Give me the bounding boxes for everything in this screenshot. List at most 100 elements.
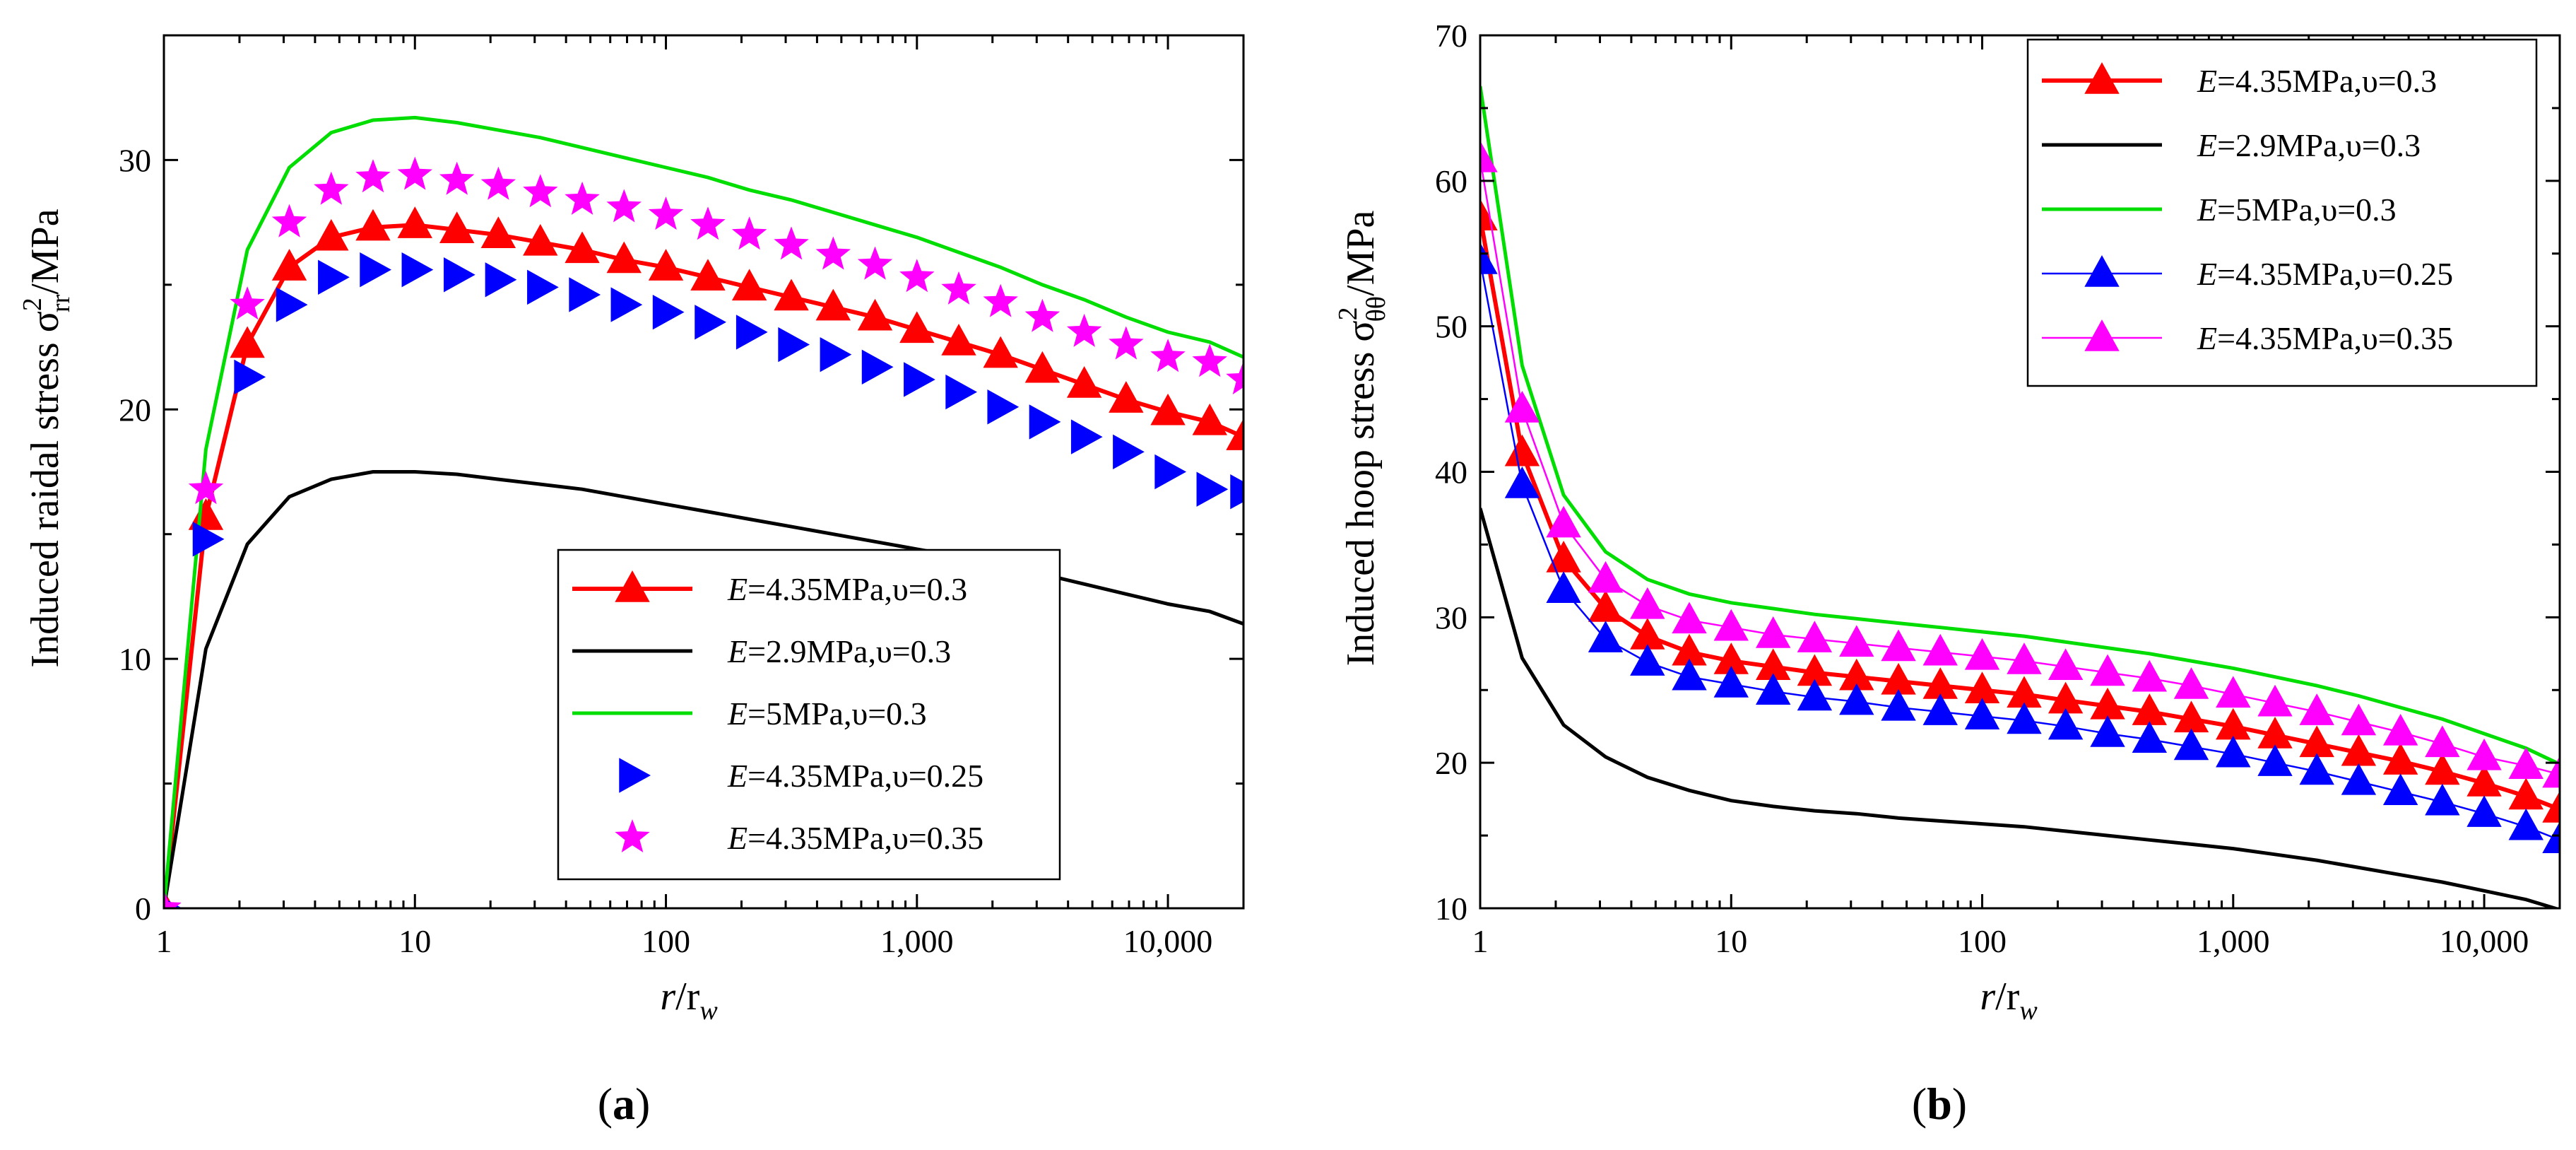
data-point (1964, 671, 2000, 703)
data-point (2132, 659, 2168, 692)
data-point (443, 257, 475, 293)
legend-item-5: E=4.35MPa,υ=0.35 (2042, 319, 2453, 356)
x-axis: 1 10 100 1,000 10,000 (1472, 35, 2561, 959)
data-point (439, 211, 475, 243)
panel-label: (a) (598, 1079, 651, 1129)
data-point (987, 389, 1020, 425)
data-point (397, 206, 432, 238)
x-axis-title: r/rw (660, 975, 718, 1026)
data-point (2216, 676, 2251, 708)
data-point (820, 336, 852, 372)
data-point (164, 890, 182, 908)
data-point (523, 174, 558, 208)
data-point (941, 271, 976, 305)
data-point (527, 269, 559, 305)
data-point (355, 159, 391, 193)
legend-label: E=4.35MPa,υ=0.35 (2197, 320, 2453, 356)
data-point (2132, 721, 2168, 753)
data-point (1630, 644, 1665, 676)
data-point (731, 216, 767, 250)
data-point (945, 374, 978, 410)
legend-marker (2084, 62, 2120, 94)
data-point (899, 311, 935, 344)
data-point (1150, 339, 1186, 372)
legend-label: E=4.35MPa,υ=0.3 (2197, 63, 2437, 99)
data-point (1226, 418, 1243, 450)
data-point (234, 359, 266, 395)
data-point (1672, 602, 1707, 634)
x-tick-label: 100 (642, 923, 690, 959)
data-point (1150, 393, 1186, 426)
data-point (569, 277, 601, 312)
data-point (480, 216, 516, 249)
legend: E=4.35MPa,υ=0.3 E=2.9MPa,υ=0.3 E=5MPa,υ=0.… (2026, 38, 2538, 387)
data-point (983, 336, 1018, 368)
panel-label: (b) (1912, 1079, 1967, 1129)
data-point (1839, 683, 1874, 715)
data-point (648, 196, 684, 230)
legend-marker (615, 570, 650, 602)
data-point (1588, 589, 1624, 622)
data-point (1230, 474, 1243, 510)
data-point (1480, 242, 1498, 274)
data-point (1588, 561, 1624, 593)
legend-item-2: E=2.9MPa,υ=0.3 (572, 633, 951, 669)
y-tick-label: 10 (1435, 891, 1467, 927)
data-point (2299, 753, 2334, 785)
data-point (314, 218, 349, 251)
series-4 (164, 252, 1243, 908)
data-point (1546, 505, 1581, 538)
data-point (2216, 708, 2251, 740)
data-point (1546, 541, 1581, 573)
series-2 (164, 470, 1243, 908)
legend-item-5: E=4.35MPa,υ=0.35 (615, 819, 983, 856)
panel-a: Induced raidal stress σ2rr/MPa r/rw (a) … (18, 34, 1245, 1129)
data-point (857, 246, 893, 280)
y-axis: 10 20 30 40 50 60 70 (1435, 18, 2560, 927)
data-point (1630, 587, 1665, 619)
data-point (397, 156, 432, 190)
data-point (1922, 667, 1958, 699)
data-point (1226, 360, 1243, 394)
data-point (565, 231, 600, 264)
series-2 (1480, 507, 2560, 908)
data-point (815, 236, 851, 270)
data-point (2341, 763, 2377, 795)
data-point (2257, 744, 2293, 776)
series-1 (1480, 199, 2560, 823)
data-point (230, 326, 265, 358)
data-point (652, 294, 685, 330)
y-axis-title: Induced hoop stress σ2θθ/MPa (1333, 210, 1391, 666)
data-point (2341, 734, 2377, 766)
data-point (2257, 717, 2293, 749)
series-4 (1480, 242, 2560, 853)
data-point (2048, 708, 2084, 740)
data-point (1588, 621, 1624, 652)
data-point (2173, 728, 2209, 761)
data-point (690, 259, 726, 291)
data-point (2466, 795, 2502, 827)
data-point (1154, 454, 1187, 490)
data-point (2173, 667, 2209, 699)
legend-label: E=5MPa,υ=0.3 (2197, 192, 2397, 228)
data-point (1029, 404, 1061, 440)
data-point (2382, 713, 2418, 746)
data-point (610, 287, 643, 322)
data-point (1504, 390, 1540, 423)
legend-item-4: E=4.35MPa,υ=0.25 (2042, 255, 2453, 292)
series-3 (164, 115, 1243, 908)
data-point (1756, 616, 1791, 648)
data-point (2425, 783, 2460, 816)
x-axis-title: r/rw (1980, 975, 2038, 1026)
data-point (314, 171, 349, 205)
data-point (1713, 666, 1749, 698)
data-point (1192, 344, 1227, 377)
x-tick-label: 1,000 (2197, 923, 2270, 959)
data-point (1196, 471, 1229, 507)
y-axis-title: Induced raidal stress σ2rr/MPa (18, 209, 76, 667)
data-point (2299, 693, 2334, 725)
data-point (1672, 658, 1707, 691)
data-point (2466, 764, 2502, 797)
data-point (1713, 643, 1749, 674)
